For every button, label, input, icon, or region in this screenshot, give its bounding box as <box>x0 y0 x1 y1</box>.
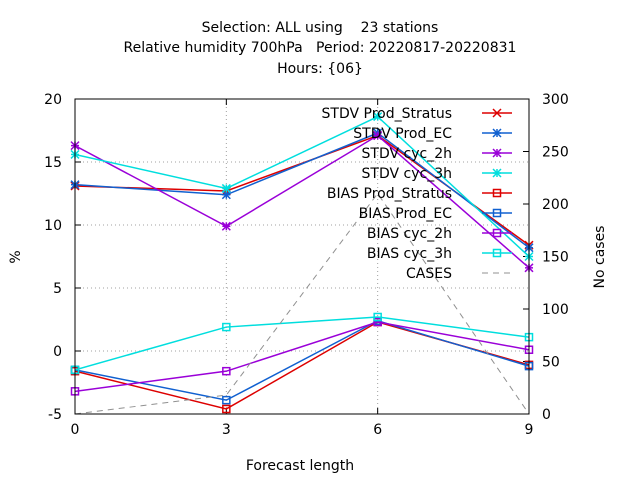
series-line-bias-cyc-2h <box>75 321 529 393</box>
x-tick-label: 6 <box>373 422 382 438</box>
series-line-stdv-prod-ec <box>75 132 529 249</box>
legend-label-cases: CASES <box>406 266 452 282</box>
legend-label-bias-cyc-2h: BIAS cyc_2h <box>367 226 452 242</box>
y2-tick-label: 150 <box>542 250 569 266</box>
chart-title-line-3: Hours: {06} <box>277 61 363 77</box>
legend-label-bias-prod-stratus: BIAS Prod_Stratus <box>327 186 452 202</box>
legend-label-stdv-prod-stratus: STDV Prod_Stratus <box>322 106 452 122</box>
series-point-stdv-cyc-3h <box>221 183 231 193</box>
chart-title-line-1: Selection: ALL using 23 stations <box>201 20 439 36</box>
legend-marker-bias-prod-ec <box>492 208 502 218</box>
y2-axis-label: No cases <box>592 226 608 289</box>
y-tick-label: 15 <box>44 155 62 171</box>
series-point-bias-cyc-2h <box>373 317 382 327</box>
y-axis-label: % <box>8 250 24 263</box>
series-point-bias-cyc-3h <box>373 312 382 322</box>
series-point-bias-prod-stratus <box>222 404 231 414</box>
y2-tick-label: 250 <box>542 145 569 161</box>
x-tick-label: 0 <box>71 422 80 438</box>
plot-frame <box>74 98 530 415</box>
series-line-cases <box>75 192 529 414</box>
series-line-stdv-cyc-2h <box>75 134 529 269</box>
series-point-stdv-cyc-2h <box>221 221 231 231</box>
legend-marker-bias-cyc-3h <box>492 248 502 258</box>
series-point-bias-cyc-3h <box>222 322 231 332</box>
x-axis-label: Forecast length <box>246 458 354 474</box>
y2-tick-label: 50 <box>542 355 560 371</box>
legend-marker-stdv-prod-ec <box>492 128 502 138</box>
y2-tick-label: 0 <box>542 407 551 423</box>
series-point-stdv-cyc-3h <box>373 112 383 122</box>
series-point-stdv-cyc-2h <box>373 131 383 141</box>
series-line-bias-cyc-3h <box>75 316 529 371</box>
legend-label-stdv-cyc-2h: STDV cyc_2h <box>362 146 452 162</box>
legend-marker-bias-cyc-2h <box>492 228 502 238</box>
series-point-bias-prod-ec <box>222 395 231 405</box>
series-line-bias-prod-stratus <box>75 321 529 410</box>
legend-label-stdv-cyc-3h: STDV cyc_3h <box>362 166 452 182</box>
series-line-stdv-cyc-3h <box>75 115 529 258</box>
y2-tick-label: 300 <box>542 92 569 108</box>
legend-marker-stdv-cyc-3h <box>492 168 502 178</box>
y2-tick-label: 100 <box>542 302 569 318</box>
y-tick-label: 20 <box>44 92 62 108</box>
x-tick-label: 3 <box>222 422 231 438</box>
legend-marker-bias-prod-stratus <box>492 188 502 198</box>
y-tick-label: 10 <box>44 218 62 234</box>
legend-marker-stdv-cyc-2h <box>492 148 502 158</box>
chart-title-line-2: Relative humidity 700hPa Period: 2022081… <box>123 40 517 56</box>
series-line-bias-prod-ec <box>75 319 529 401</box>
y-tick-label: 0 <box>53 344 62 360</box>
legend-label-bias-cyc-3h: BIAS cyc_3h <box>367 246 452 262</box>
legend-marker-stdv-prod-stratus <box>492 108 502 118</box>
legend-label-bias-prod-ec: BIAS Prod_EC <box>359 206 453 222</box>
y-tick-label: -5 <box>48 407 62 423</box>
legend-label-stdv-prod-ec: STDV Prod_EC <box>353 126 452 142</box>
y2-tick-label: 200 <box>542 197 569 213</box>
y-tick-label: 5 <box>53 281 62 297</box>
x-tick-label: 9 <box>525 422 534 438</box>
series-point-bias-cyc-2h <box>222 366 231 376</box>
